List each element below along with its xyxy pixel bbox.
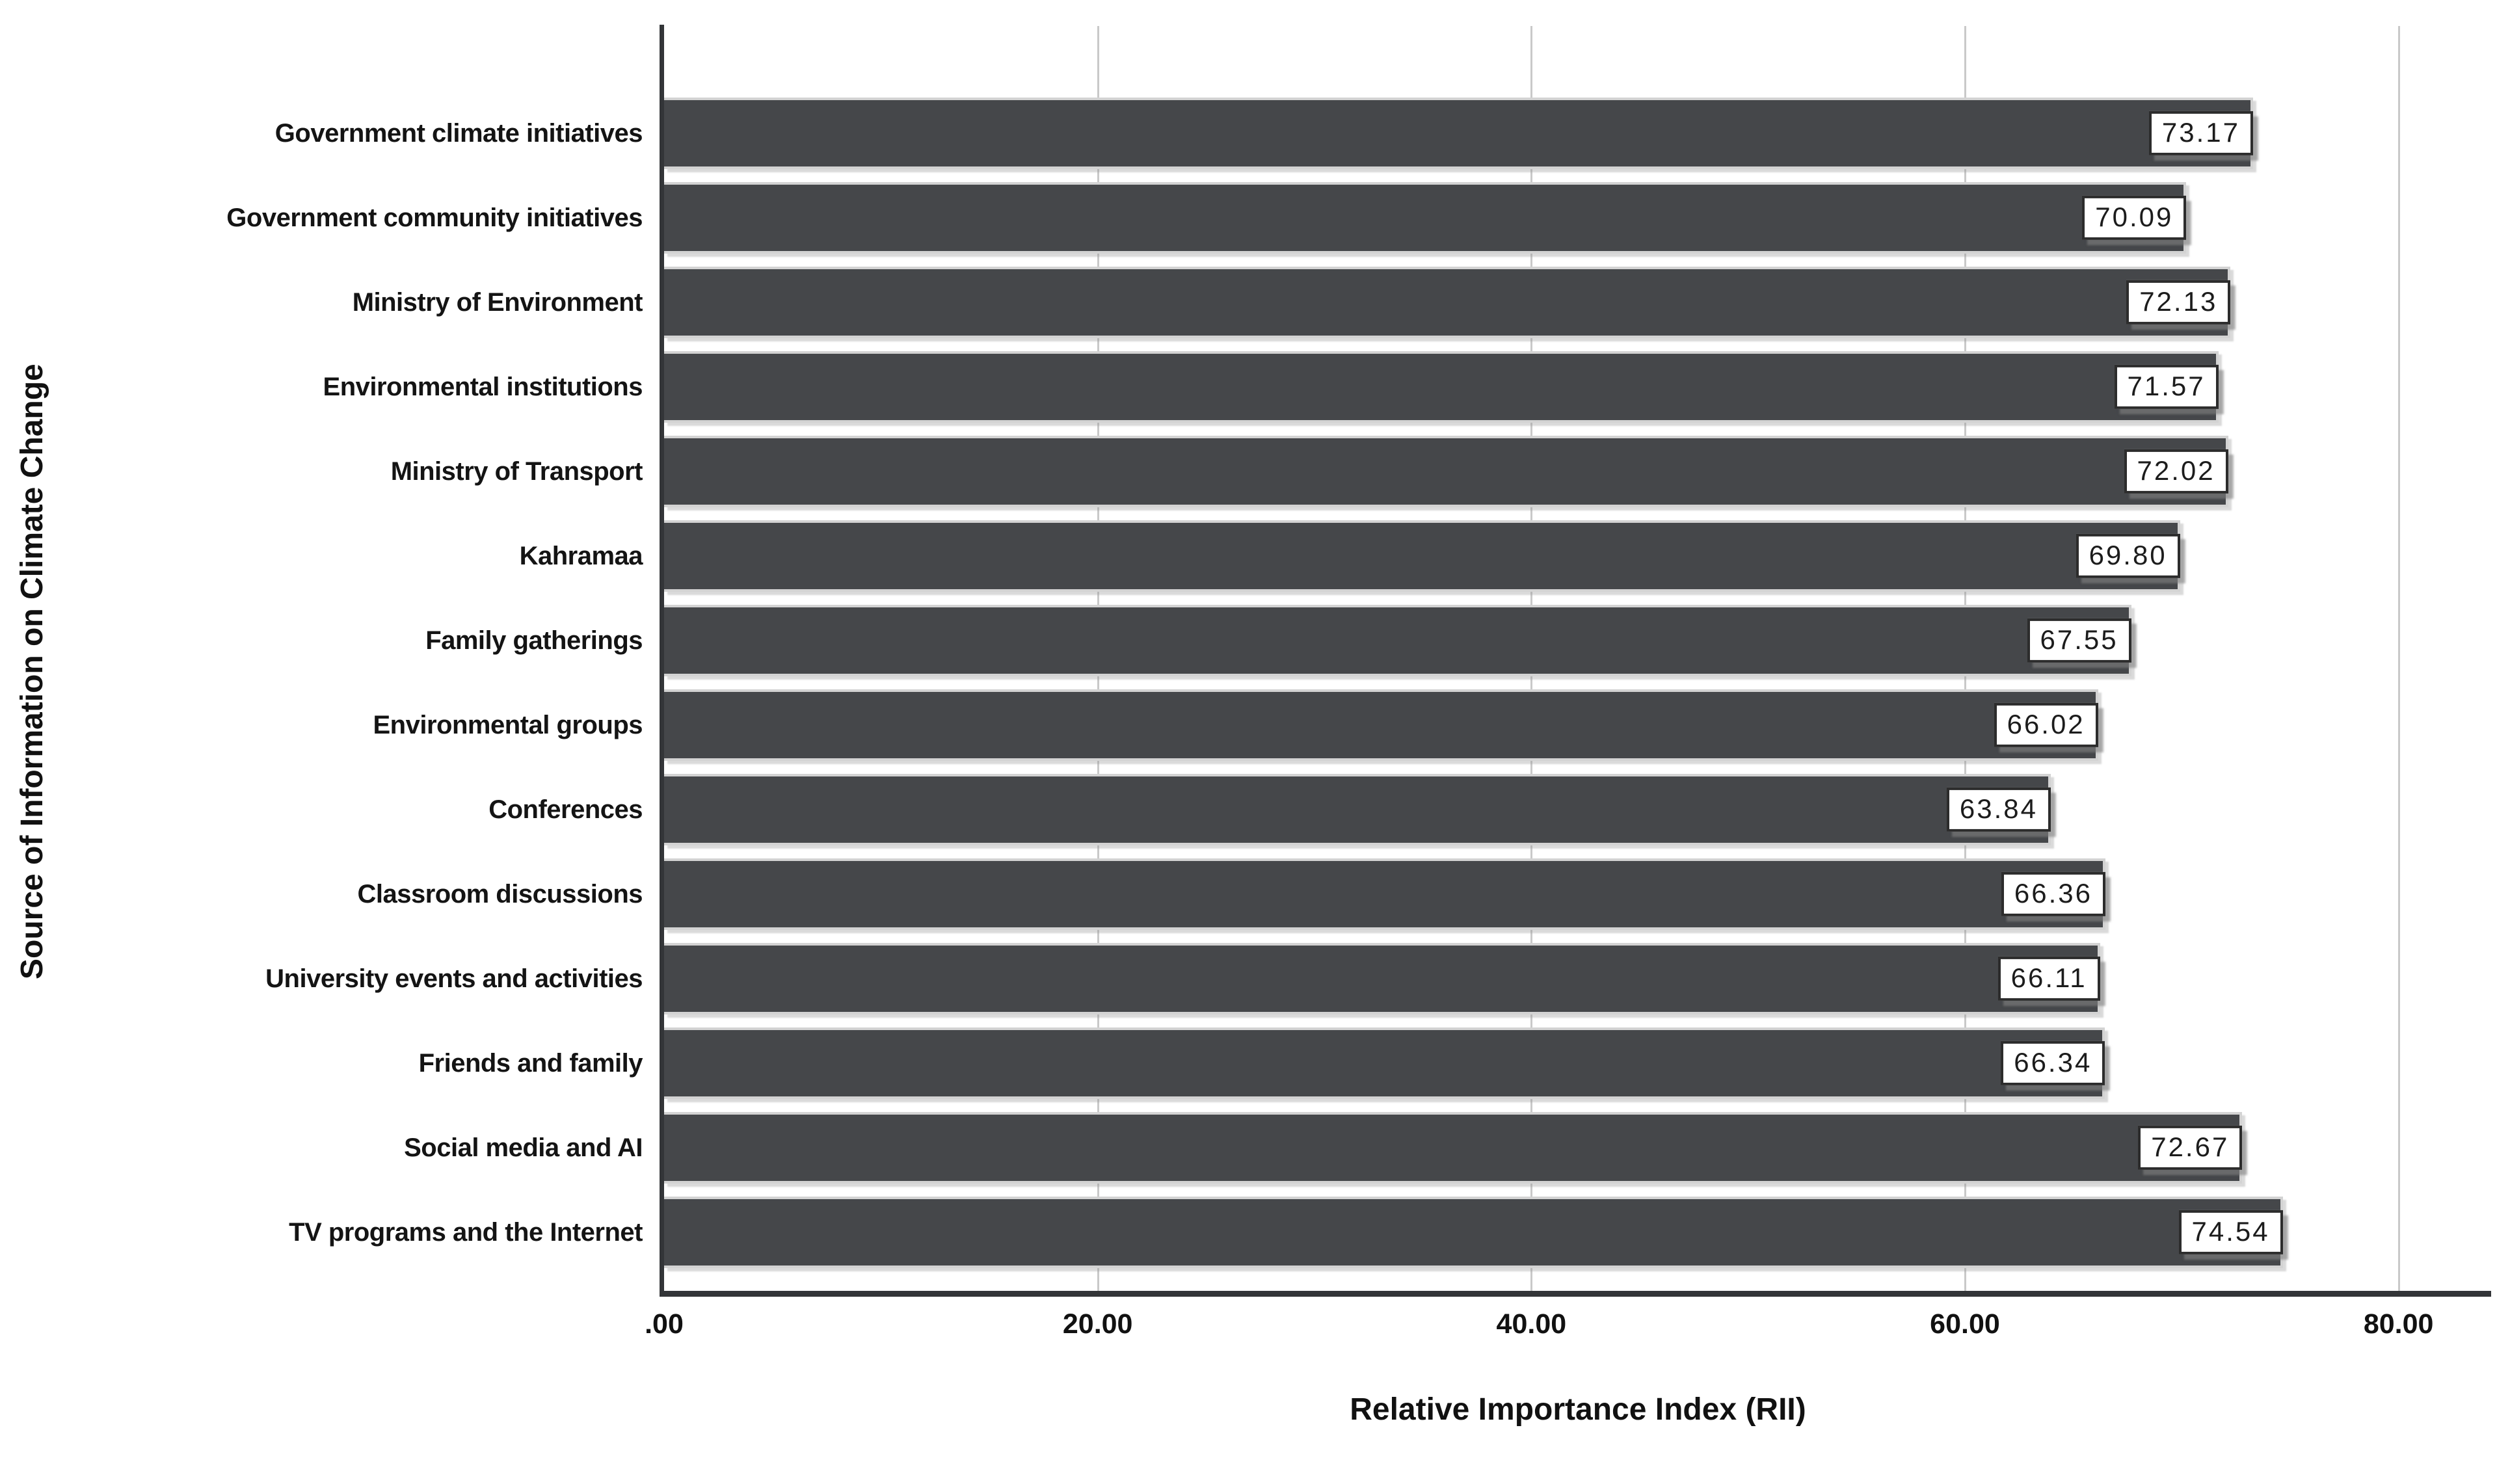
bar-row: 72.67 bbox=[664, 1112, 2492, 1197]
bar: 66.11 bbox=[664, 943, 2100, 1014]
bar: 72.02 bbox=[664, 436, 2228, 507]
bar-row: 67.55 bbox=[664, 605, 2492, 689]
bar-row: 71.57 bbox=[664, 351, 2492, 436]
value-label-box: 72.02 bbox=[2124, 449, 2228, 494]
category-label: Ministry of Transport bbox=[390, 457, 643, 486]
value-label-box: 66.36 bbox=[2001, 871, 2105, 917]
bar: 67.55 bbox=[664, 605, 2131, 676]
bars-layer: 73.17 70.09 72.13 71.57 72.02 69.80 67.55 66.02… bbox=[664, 98, 2492, 1281]
bar-row: 74.54 bbox=[664, 1197, 2492, 1281]
category-label: University events and activities bbox=[265, 964, 643, 993]
bar-row: 73.17 bbox=[664, 98, 2492, 182]
x-tick-label: 40.00 bbox=[1496, 1308, 1567, 1340]
category-label: Social media and AI bbox=[404, 1133, 643, 1162]
category-label: Family gatherings bbox=[425, 626, 643, 655]
bar: 72.13 bbox=[664, 267, 2231, 338]
value-label-box: 66.34 bbox=[2001, 1040, 2105, 1086]
category-label: Environmental groups bbox=[373, 710, 643, 739]
bar-row: 72.02 bbox=[664, 436, 2492, 520]
value-label-box: 72.67 bbox=[2138, 1125, 2243, 1171]
x-tick-label: 80.00 bbox=[2363, 1308, 2434, 1340]
bar: 74.54 bbox=[664, 1197, 2283, 1268]
x-tick-label: .00 bbox=[645, 1308, 684, 1340]
category-label: Friends and family bbox=[418, 1048, 643, 1078]
gridline bbox=[2397, 26, 2400, 1291]
value-label-box: 71.57 bbox=[2114, 364, 2219, 410]
bar: 66.36 bbox=[664, 858, 2105, 930]
bar-row: 63.84 bbox=[664, 774, 2492, 858]
category-label: Government climate initiatives bbox=[274, 118, 643, 148]
value-label-box: 66.11 bbox=[1997, 956, 2100, 1001]
category-label: Classroom discussions bbox=[357, 879, 643, 908]
bar: 63.84 bbox=[664, 774, 2051, 845]
bar-row: 72.13 bbox=[664, 267, 2492, 351]
category-label: TV programs and the Internet bbox=[289, 1217, 643, 1247]
bar: 72.67 bbox=[664, 1112, 2243, 1184]
bar-row: 66.34 bbox=[664, 1027, 2492, 1112]
value-label-box: 66.02 bbox=[1994, 702, 2098, 748]
value-label-box: 72.13 bbox=[2126, 280, 2231, 325]
bar: 66.34 bbox=[664, 1027, 2105, 1099]
x-tick-label: 60.00 bbox=[1930, 1308, 2000, 1340]
category-label: Government community initiatives bbox=[226, 203, 643, 232]
bar-row: 66.02 bbox=[664, 689, 2492, 774]
x-tick-label: 20.00 bbox=[1062, 1308, 1133, 1340]
value-label-box: 69.80 bbox=[2076, 533, 2180, 579]
plot-area: 73.17 70.09 72.13 71.57 72.02 69.80 67.55 66.02… bbox=[664, 26, 2492, 1291]
bar-row: 70.09 bbox=[664, 182, 2492, 267]
category-label: Environmental institutions bbox=[323, 372, 643, 401]
x-axis-title: Relative Importance Index (RII) bbox=[1350, 1392, 1806, 1427]
bar-row: 66.11 bbox=[664, 943, 2492, 1027]
bar: 69.80 bbox=[664, 520, 2180, 592]
x-axis-ticks: .00 20.00 40.00 60.00 80.00 bbox=[645, 1308, 2492, 1354]
value-label-box: 63.84 bbox=[1946, 787, 2051, 832]
category-label: Ministry of Environment bbox=[352, 287, 643, 317]
category-label: Kahramaa bbox=[519, 541, 643, 570]
bar: 66.02 bbox=[664, 689, 2098, 761]
value-label-box: 74.54 bbox=[2178, 1210, 2283, 1255]
x-axis-line bbox=[660, 1291, 2491, 1297]
value-label-box: 67.55 bbox=[2027, 618, 2131, 663]
category-label: Conferences bbox=[488, 795, 643, 824]
bar: 71.57 bbox=[664, 351, 2219, 423]
bar-row: 66.36 bbox=[664, 858, 2492, 943]
value-label-box: 70.09 bbox=[2082, 195, 2187, 241]
value-label-box: 73.17 bbox=[2148, 111, 2253, 156]
bar: 73.17 bbox=[664, 98, 2253, 169]
bar-row: 69.80 bbox=[664, 520, 2492, 605]
y-axis-line bbox=[660, 25, 664, 1296]
bar: 70.09 bbox=[664, 182, 2187, 254]
category-labels-column: Government climate initiatives Government… bbox=[0, 98, 643, 1281]
